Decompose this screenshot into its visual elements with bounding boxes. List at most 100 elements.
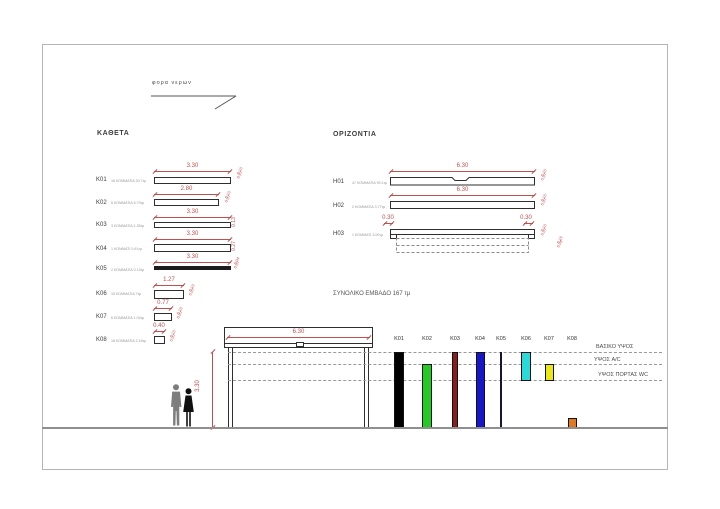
- row-pieces-label: 2 ΚΟΜΜΑΤΙΑ 3.77τμ: [352, 205, 386, 210]
- elevation-right-column: [364, 348, 365, 428]
- height-label-basic: ΒΑΣΙΚΟ ΥΨΟΣ: [594, 344, 636, 350]
- legend-bar-K01: [394, 352, 404, 428]
- section-heading-vertical: ΚΑΘΕΤΑ: [97, 130, 130, 137]
- dimension-text: 0.77: [157, 300, 169, 306]
- row-label: K02: [96, 200, 107, 206]
- row-label: K04: [96, 246, 107, 252]
- annotation-marks: 0.04 0.07: [232, 256, 241, 269]
- legend-bar-K06: [521, 352, 531, 381]
- row-label: H03: [333, 231, 345, 237]
- row-pieces-label: 1 ΚΟΜΜΑΤΙ 0.61τμ: [111, 247, 142, 252]
- dimension-line: [154, 331, 165, 332]
- height-line-basic: [228, 351, 662, 353]
- profile-bar: [154, 222, 231, 228]
- profile-bar: [390, 201, 535, 209]
- dimension-line: [390, 171, 535, 172]
- row-label: K05: [96, 266, 107, 272]
- elevation-right-column: [368, 348, 369, 428]
- elevation-top-line: [224, 327, 373, 328]
- legend-label: K08: [567, 336, 577, 342]
- elevation-left-edge: [224, 327, 225, 348]
- total-area-label: ΣΥΝΟΛΙΚΟ ΕΜΒΑΔΟ 167 τμ: [333, 291, 411, 297]
- row-pieces-label: 3 ΚΟΜΜΑΤΙΑ 1.35τμ: [111, 224, 145, 229]
- row-label: K01: [96, 177, 107, 183]
- ground-line: [42, 426, 668, 429]
- dimension-text: 6.30: [456, 187, 469, 193]
- row-label: K07: [96, 314, 107, 320]
- legend-label: K07: [544, 336, 554, 342]
- row-label: K08: [96, 337, 107, 343]
- row-pieces-label: 2 ΚΟΜΜΑΤΙΑ 0.13τμ: [111, 268, 145, 273]
- dimension-line: [154, 239, 231, 240]
- annotation-marks: 0.10 0.07: [223, 190, 232, 203]
- annotation-text: 0.27: [230, 241, 237, 251]
- profile-bar: [154, 244, 231, 252]
- dimension-text: 1.27: [163, 277, 175, 283]
- flow-direction-label: φορα νερων: [152, 80, 192, 86]
- height-label-ac: ΥΨΟΣ A/C: [592, 356, 623, 363]
- profile-bar: [154, 266, 231, 270]
- legend-bar-K03: [452, 352, 458, 428]
- elevation-height-dimension-line: [212, 352, 213, 427]
- dimension-line: [154, 262, 231, 263]
- height-line-wc-door: [228, 379, 662, 381]
- elevation-lintel-bottom: [224, 347, 373, 348]
- legend-label: K02: [422, 336, 432, 342]
- row-label: K06: [96, 291, 107, 297]
- legend-label: K05: [496, 336, 506, 342]
- sheet-frame: [42, 44, 668, 470]
- annotation-text: 0.13: [230, 217, 237, 227]
- dimension-line: [384, 223, 393, 224]
- row-pieces-label: 6 ΚΟΜΜΑΤΙΑ 1.04τμ: [111, 316, 145, 321]
- person-silhouette-female: [183, 388, 194, 427]
- legend-label: K04: [475, 336, 485, 342]
- dimension-line: [154, 171, 231, 172]
- profile-bar: [154, 313, 172, 321]
- elevation-left-column: [232, 348, 233, 428]
- row-pieces-label: 47 ΚΟΜΜΑΤΙΑ 99.1τμ: [352, 181, 388, 186]
- profile-bar: [154, 199, 219, 206]
- dimension-line: [154, 308, 172, 309]
- profile-bar: [154, 336, 165, 344]
- legend-label: K03: [450, 336, 460, 342]
- annotation-marks: 0.15 0.04: [555, 235, 564, 248]
- profile-section-h03: [390, 229, 535, 253]
- dimension-text: 3.30: [186, 231, 199, 237]
- row-pieces-label: 1 ΚΟΜΜΑΤΙ 3.00τμ: [352, 233, 383, 238]
- dimension-text: 0.30: [520, 215, 532, 221]
- annotation-marks: 0.10 0.07: [187, 283, 196, 296]
- dimension-line: [154, 285, 184, 286]
- legend-bar-K04: [476, 352, 485, 428]
- dimension-text: 3.30: [186, 209, 199, 215]
- elevation-width-dimension: 6.30: [292, 329, 305, 335]
- annotation-marks: 0.10 0.07: [235, 166, 244, 179]
- dimension-text: 6.30: [456, 163, 469, 169]
- profile-bar: [154, 290, 184, 299]
- profile-bar-notched: [390, 177, 535, 186]
- row-pieces-label: 16 ΚΟΜΜΑΤΙΑ 30.7τμ: [111, 179, 147, 184]
- annotation-marks: 0.10 0.07: [539, 168, 548, 181]
- legend-bar-K07: [545, 364, 554, 381]
- dimension-text: 3.30: [186, 163, 199, 169]
- dimension-line: [227, 337, 370, 338]
- elevation-lintel-notch: [296, 342, 304, 347]
- legend-bar-K02: [422, 364, 432, 428]
- row-pieces-label: 15 ΚΟΜΜΑΤΙΑ 7τμ: [111, 292, 142, 297]
- annotation-marks: 0.10 0.07: [168, 329, 177, 342]
- dimension-line: [154, 194, 219, 195]
- row-label: H02: [333, 203, 345, 209]
- dimension-line: [390, 195, 535, 196]
- dimension-text: 0.40: [153, 323, 165, 329]
- profile-bar: [154, 177, 231, 184]
- dimension-line: [524, 223, 533, 224]
- row-pieces-label: 18 ΚΟΜΜΑΤΙΑ 2.16τμ: [111, 339, 147, 344]
- legend-label: K01: [394, 336, 404, 342]
- row-label: H01: [333, 179, 345, 185]
- annotation-marks: 0.10 0.07: [175, 306, 184, 319]
- annotation-marks: 0.10 0.07: [539, 193, 548, 206]
- dimension-text: 0.30: [382, 215, 394, 221]
- person-silhouette-male: [171, 384, 182, 426]
- dimension-text: 2.80: [180, 186, 193, 192]
- height-line-ac: [228, 363, 662, 365]
